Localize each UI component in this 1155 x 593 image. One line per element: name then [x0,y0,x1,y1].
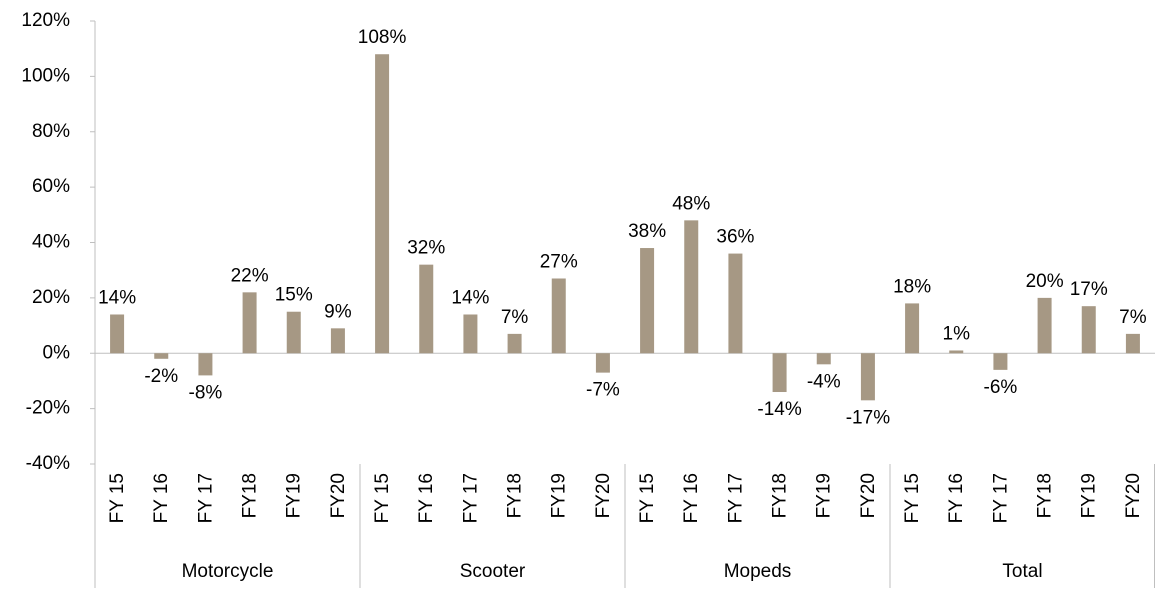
value-label: 17% [1070,279,1108,300]
value-label: 1% [943,323,971,344]
bar [110,314,125,354]
y-tick-label: -40% [26,453,70,474]
group-label: Motorcycle [182,561,274,582]
value-label: 22% [231,265,269,286]
x-tick-label: FY18 [505,473,526,518]
x-tick-label: FY 15 [107,473,128,523]
bar [595,353,610,373]
value-label: -2% [144,366,178,387]
bar [949,350,964,354]
bar [1125,333,1140,354]
y-tick-label: -20% [26,398,70,419]
value-label: -4% [807,371,841,392]
value-label: -14% [757,399,801,420]
group-label: Total [1002,561,1042,582]
value-label: -17% [846,407,890,428]
value-label: 15% [275,285,313,306]
x-tick-label: FY19 [549,473,570,518]
value-label: -7% [586,380,620,401]
x-tick-label: FY 17 [195,473,216,523]
bar [463,314,478,354]
bar [1081,306,1096,354]
x-tick-label: FY 17 [460,473,481,523]
value-label: -8% [189,382,223,403]
x-tick-label: FY19 [814,473,835,518]
value-label: 18% [893,276,931,297]
x-tick-label: FY 15 [637,473,658,523]
x-tick-label: FY19 [1079,473,1100,518]
bar [419,264,434,354]
y-tick-label: 60% [32,176,70,197]
bar [507,333,522,354]
bar [154,353,169,359]
bar [816,353,831,365]
x-tick-label: FY 16 [151,473,172,523]
bar [905,303,920,354]
bar [198,353,213,376]
x-tick-label: FY 15 [902,473,923,523]
bar [286,311,301,354]
x-tick-label: FY18 [770,473,791,518]
bar [728,253,743,354]
x-tick-label: FY19 [284,473,305,518]
x-tick-label: FY20 [858,473,879,518]
value-label: 38% [628,221,666,242]
bar [242,292,257,354]
x-tick-label: FY20 [328,473,349,518]
value-label: 32% [407,238,445,259]
value-label: 20% [1026,271,1064,292]
value-label: 7% [501,307,529,328]
value-label: -6% [984,377,1018,398]
x-tick-label: FY18 [240,473,261,518]
bar [640,248,655,354]
y-tick-label: 20% [32,287,70,308]
bar [330,328,345,354]
value-label: 14% [98,288,136,309]
x-tick-label: FY 17 [725,473,746,523]
x-tick-label: FY20 [1123,473,1144,518]
bar [684,220,699,354]
bar [375,54,390,354]
value-label: 9% [324,301,352,322]
x-tick-label: FY18 [1035,473,1056,518]
value-label: 27% [540,252,578,273]
value-label: 108% [358,27,407,48]
y-tick-label: 40% [32,232,70,253]
x-tick-label: FY 16 [416,473,437,523]
value-label: 48% [672,193,710,214]
x-tick-label: FY 16 [946,473,967,523]
x-tick-label: FY 16 [681,473,702,523]
value-label: 7% [1119,307,1147,328]
x-tick-label: FY20 [593,473,614,518]
x-tick-label: FY 15 [372,473,393,523]
group-label: Scooter [460,561,526,582]
group-label: Mopeds [724,561,792,582]
bar [551,278,566,354]
x-tick-label: FY 17 [990,473,1011,523]
bar [860,353,875,401]
bar [1037,297,1052,354]
y-tick-label: 120% [21,10,70,31]
y-tick-label: 80% [32,121,70,142]
y-tick-label: 0% [43,342,71,363]
y-tick-label: 100% [21,65,70,86]
value-label: 14% [451,288,489,309]
bar [772,353,787,393]
value-label: 36% [716,227,754,248]
bar [993,353,1008,370]
